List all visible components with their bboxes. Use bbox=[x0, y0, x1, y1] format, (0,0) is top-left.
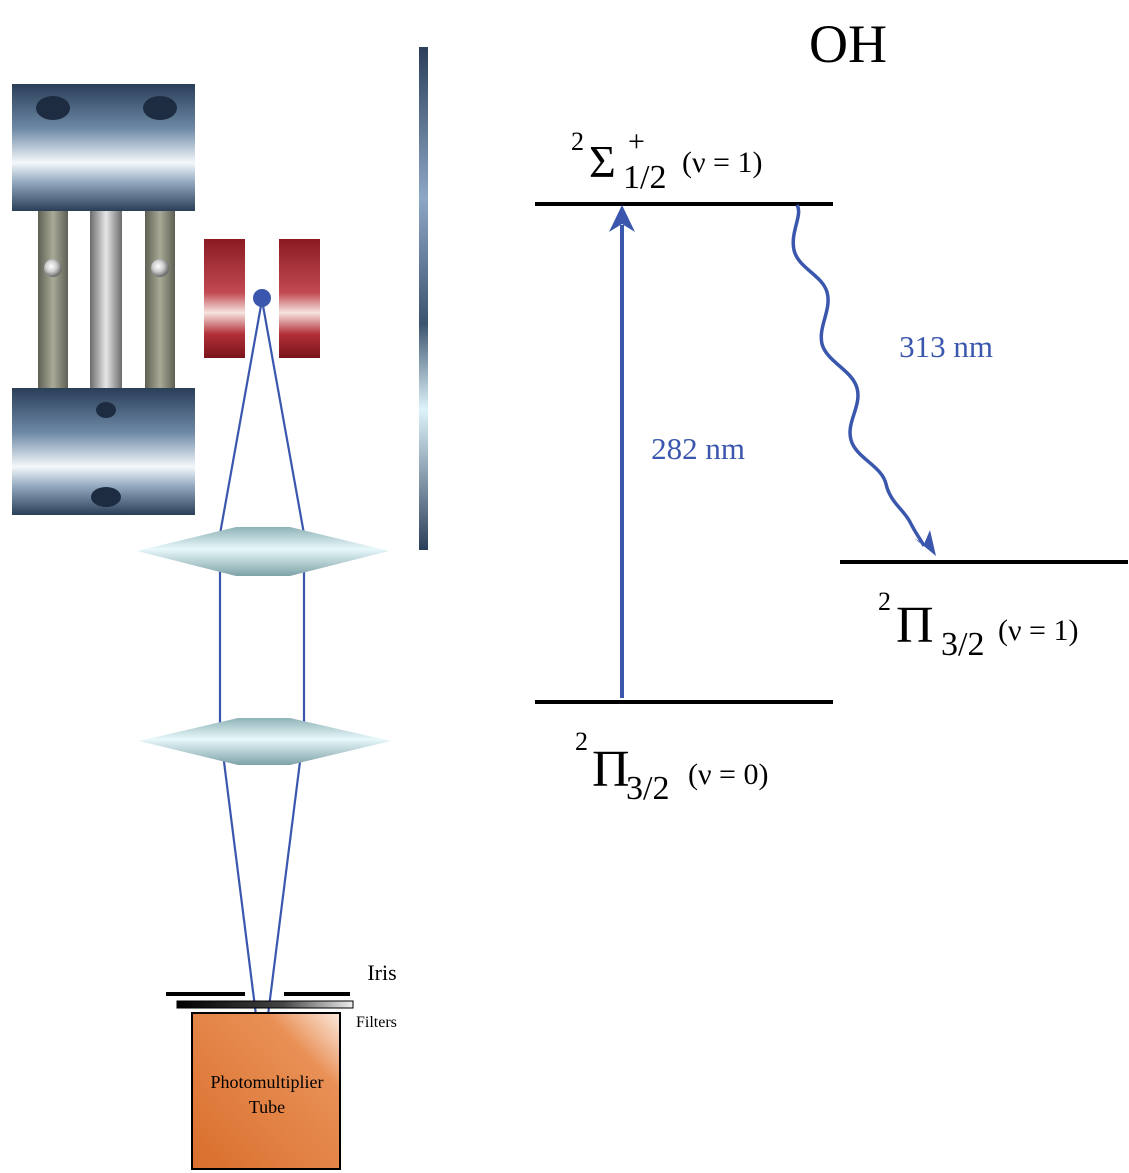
emission-arrowhead bbox=[914, 530, 936, 556]
term-symbol: Π bbox=[896, 597, 934, 654]
excitation-wavelength: 282 nm bbox=[651, 431, 745, 466]
emission-wavy-arrow bbox=[791, 204, 926, 547]
term-multiplicity: 2 bbox=[878, 587, 891, 616]
level-mid-label: 2 Π 3/2 (ν = 1) bbox=[878, 587, 1078, 663]
term-omega: 1/2 bbox=[623, 159, 666, 196]
term-multiplicity: 2 bbox=[575, 727, 588, 756]
pmt-label-line1: Photomultiplier bbox=[210, 1072, 323, 1092]
block-hole bbox=[91, 487, 121, 507]
emission-wavelength: 313 nm bbox=[899, 329, 993, 364]
lens-upper bbox=[137, 527, 389, 576]
electrode-red-right bbox=[279, 239, 320, 358]
term-omega: 3/2 bbox=[941, 626, 984, 663]
iris-right-plate bbox=[284, 992, 350, 996]
rod-left bbox=[38, 206, 68, 394]
diagram-title: OH bbox=[809, 14, 887, 74]
pmt-label-line2: Tube bbox=[249, 1097, 285, 1117]
term-vibrational: (ν = 0) bbox=[688, 758, 768, 791]
term-parity: + bbox=[628, 125, 645, 158]
rod-bead-left bbox=[44, 259, 62, 277]
level-ground-label: 2 Π 3/2 (ν = 0) bbox=[575, 727, 768, 807]
term-omega: 3/2 bbox=[626, 770, 669, 807]
beam-path bbox=[218, 299, 306, 1016]
apparatus: Iris Filters Photomultiplier Tube bbox=[12, 47, 428, 1170]
term-vibrational: (ν = 1) bbox=[682, 146, 762, 179]
excitation-arrowhead bbox=[609, 205, 635, 232]
filters bbox=[176, 1000, 354, 1009]
iris-label: Iris bbox=[367, 960, 396, 985]
block-hole bbox=[36, 96, 70, 120]
term-symbol: Π bbox=[592, 741, 630, 798]
level-upper-line bbox=[535, 202, 833, 206]
photomultiplier-tube bbox=[191, 1012, 341, 1170]
energy-level-diagram: OH 282 nm 313 nm 2 Σ + 1/2 (ν = 1) 2 Π 3… bbox=[535, 14, 1128, 807]
focal-point bbox=[253, 289, 271, 307]
iris-left-plate bbox=[166, 992, 245, 996]
electrode-red-left bbox=[204, 239, 245, 358]
level-mid-line bbox=[840, 560, 1128, 564]
level-ground-line bbox=[535, 700, 833, 704]
level-upper-label: 2 Σ + 1/2 (ν = 1) bbox=[571, 125, 762, 196]
block-hole bbox=[143, 96, 177, 120]
rod-right bbox=[145, 206, 175, 394]
block-hole bbox=[96, 402, 116, 418]
lens-lower bbox=[139, 718, 391, 765]
term-symbol: Σ bbox=[589, 136, 616, 187]
rod-center bbox=[90, 206, 122, 394]
rod-bead-right bbox=[151, 259, 169, 277]
term-multiplicity: 2 bbox=[571, 127, 584, 156]
filters-label: Filters bbox=[356, 1014, 397, 1031]
vertical-bar bbox=[419, 47, 428, 550]
term-vibrational: (ν = 1) bbox=[998, 614, 1078, 647]
